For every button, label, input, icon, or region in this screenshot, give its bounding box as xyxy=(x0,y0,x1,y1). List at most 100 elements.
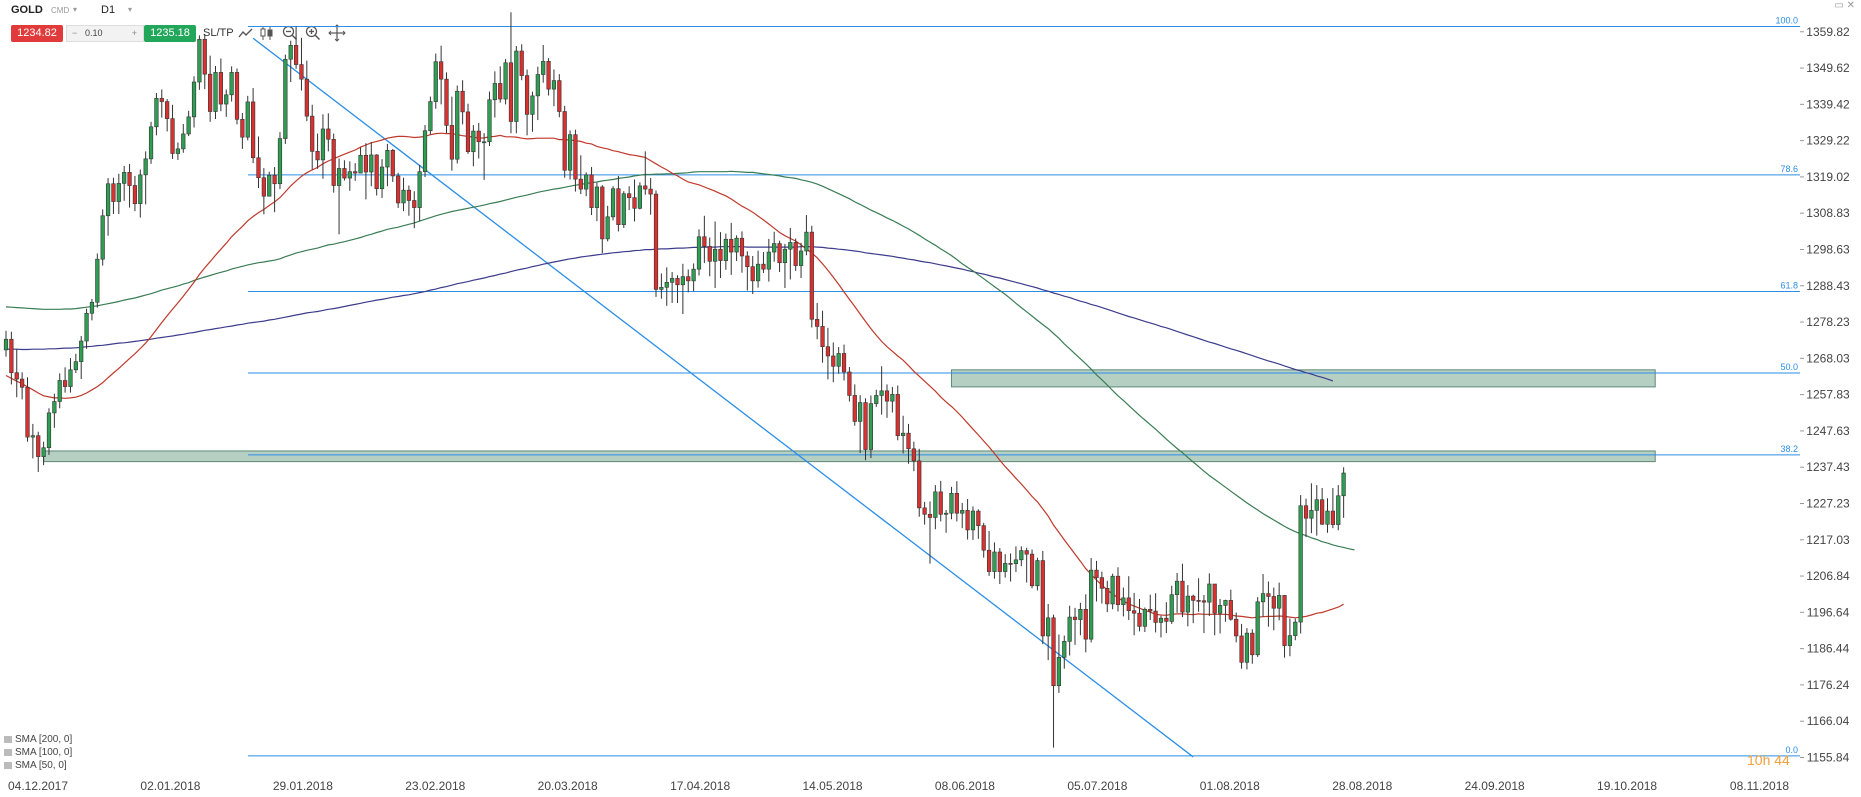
sma100-line xyxy=(5,170,1355,551)
y-axis-label: 1166.04 xyxy=(1807,714,1850,728)
x-axis-label: 08.11.2018 xyxy=(1730,779,1789,793)
timeframe-selector[interactable]: D1 xyxy=(101,4,116,16)
candle xyxy=(283,54,288,144)
candle xyxy=(1185,585,1190,627)
sl-tp-button[interactable]: SL/TP xyxy=(203,27,234,39)
candle-body xyxy=(1239,635,1244,663)
candle-body xyxy=(820,326,825,348)
candle-body xyxy=(175,148,181,154)
buy-price-button[interactable]: 1235.18 xyxy=(144,25,196,42)
candle-body xyxy=(621,193,626,225)
candle-body xyxy=(1046,617,1051,637)
candle-body xyxy=(943,512,949,515)
candle-body xyxy=(610,188,616,218)
candle-body xyxy=(745,255,750,267)
candle xyxy=(84,308,89,349)
volume-value[interactable]: 0.10 xyxy=(85,28,103,38)
indicator-sma50[interactable]: SMA [50, 0] xyxy=(4,759,72,772)
candle-body xyxy=(643,185,648,190)
candle-body xyxy=(1277,595,1282,609)
candle-body xyxy=(224,94,229,105)
candle xyxy=(825,327,831,380)
candle xyxy=(976,509,981,539)
candle xyxy=(471,125,476,167)
candle-body xyxy=(1062,640,1067,658)
candle xyxy=(412,191,417,229)
indicator-sma100[interactable]: SMA [100, 0] xyxy=(4,746,72,759)
fibonacci-level-label: 50.0 xyxy=(1780,362,1798,372)
candle xyxy=(1266,581,1271,627)
window-controls[interactable]: ▭ ✕ xyxy=(1834,0,1855,11)
candle-body xyxy=(379,166,385,190)
candle xyxy=(1309,483,1314,534)
candle xyxy=(1228,589,1233,621)
candle xyxy=(616,175,621,232)
candle-body xyxy=(132,185,138,204)
candle xyxy=(670,271,675,303)
indicator-label: SMA [200, 0] xyxy=(15,734,73,745)
candle-body xyxy=(508,62,514,122)
volume-increase-button[interactable]: + xyxy=(131,28,137,38)
candle-body xyxy=(723,238,728,261)
indicator-label: SMA [100, 0] xyxy=(15,747,73,758)
candle-body xyxy=(670,278,675,283)
volume-decrease-button[interactable]: − xyxy=(72,28,78,38)
support-resistance-zone xyxy=(950,369,1656,388)
candle-body xyxy=(788,242,793,250)
candle xyxy=(863,398,868,461)
candle-body xyxy=(1180,580,1185,613)
symbol-name[interactable]: GOLD xyxy=(11,4,43,16)
candle-body xyxy=(1153,610,1158,623)
candle xyxy=(148,121,154,164)
candle xyxy=(181,123,186,153)
candle xyxy=(186,110,191,137)
candle xyxy=(1137,598,1142,632)
candle xyxy=(637,182,642,210)
candle-body xyxy=(772,243,777,253)
candle-body xyxy=(105,183,111,217)
candle-body xyxy=(433,61,438,102)
indicator-sma200[interactable]: SMA [200, 0] xyxy=(4,733,72,746)
candle-body xyxy=(299,64,304,80)
candle xyxy=(938,480,943,522)
indicator-settings-icon[interactable] xyxy=(4,735,12,743)
sell-price-button[interactable]: 1234.82 xyxy=(11,25,63,42)
timeframe-dropdown-icon[interactable]: ▾ xyxy=(128,5,133,14)
symbol-dropdown-icon[interactable]: ▾ xyxy=(73,5,78,14)
candle xyxy=(267,171,272,197)
candle-body xyxy=(922,507,927,515)
candle-body xyxy=(208,73,213,112)
volume-stepper[interactable]: − 0.10 + xyxy=(66,25,144,42)
candle-body xyxy=(471,130,476,153)
candle xyxy=(1341,467,1346,518)
candle xyxy=(379,159,385,198)
candle-body xyxy=(1137,612,1142,627)
candle xyxy=(89,299,95,321)
candle-body xyxy=(84,312,89,342)
candles-icon[interactable] xyxy=(258,24,276,42)
candle-body xyxy=(927,513,933,518)
candle-body xyxy=(1266,593,1271,597)
candle-body xyxy=(847,371,852,396)
indicator-settings-icon[interactable] xyxy=(4,748,12,756)
candle xyxy=(347,161,352,191)
trendline xyxy=(252,37,1194,758)
line-chart-icon[interactable] xyxy=(237,24,255,42)
candle-body xyxy=(729,238,734,253)
candle xyxy=(52,393,57,428)
candle xyxy=(326,113,331,152)
candle-body xyxy=(535,74,540,97)
indicator-settings-icon[interactable] xyxy=(4,761,12,769)
candle-body xyxy=(401,189,406,204)
candle-body xyxy=(1089,569,1094,640)
candle xyxy=(363,143,369,200)
candle-body xyxy=(1250,632,1255,656)
candle-body xyxy=(1115,575,1121,605)
candle xyxy=(1051,614,1056,748)
candle xyxy=(310,104,315,170)
candle xyxy=(788,227,793,280)
candle xyxy=(406,185,412,216)
candle xyxy=(546,58,551,96)
candle-body xyxy=(342,168,347,179)
